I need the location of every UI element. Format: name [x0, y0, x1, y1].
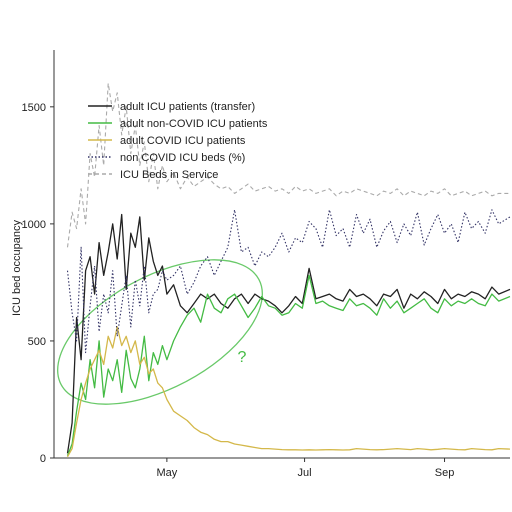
y-tick-label: 1000: [22, 219, 46, 231]
series-line-2: [66, 274, 511, 456]
y-axis-title: ICU bed occupancy: [11, 220, 23, 316]
legend-label: adult non-COVID ICU patients: [120, 118, 268, 130]
x-tick-label: Jul: [298, 467, 312, 479]
series-line-1: [66, 213, 511, 454]
y-tick-label: 500: [28, 336, 46, 348]
legend-label: adult ICU patients (transfer): [120, 101, 255, 113]
series-line-5: [66, 82, 510, 248]
legend: adult ICU patients (transfer) adult non-C…: [88, 101, 268, 181]
annotation-layer: ?: [57, 259, 263, 405]
x-tick-label: May: [156, 467, 177, 479]
annotation-question-mark: ?: [238, 349, 247, 366]
legend-label: adult COVID ICU patients: [120, 135, 246, 147]
legend-label: ICU Beds in Service: [120, 169, 218, 181]
series-line-3: [66, 326, 511, 458]
series-layer: [66, 82, 511, 458]
x-tick-label: Sep: [435, 467, 455, 479]
series-line-4: [66, 209, 511, 354]
y-tick-label: 0: [40, 453, 46, 465]
axes: 0 500 1000 1500 May Jul Sep: [22, 50, 510, 479]
y-tick-label: 1500: [22, 102, 46, 114]
legend-label: non COVID ICU beds (%): [120, 152, 245, 164]
annotation-ellipse: [57, 259, 263, 405]
